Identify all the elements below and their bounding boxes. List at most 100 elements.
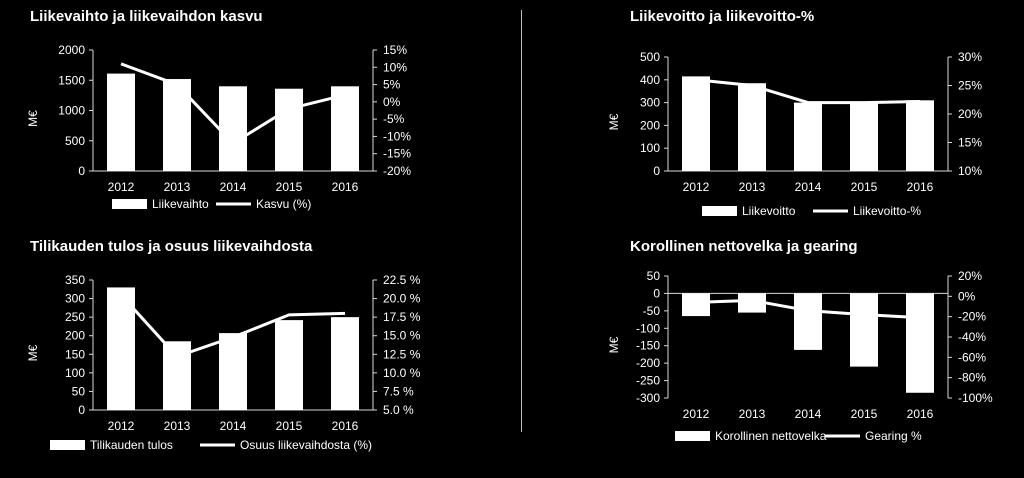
y2-tick-label: 17.5 %	[383, 310, 421, 324]
y2-tick-label: 15%	[383, 43, 407, 57]
series-line	[695, 78, 921, 105]
x-tick-label: 2016	[907, 407, 934, 421]
bar	[275, 88, 303, 171]
y-tick-label: 500	[640, 50, 660, 64]
x-tick-label: 2013	[164, 419, 191, 433]
y-tick-label: 50	[72, 384, 86, 398]
chart-panel-net-debt: Korollinen nettovelka ja gearing -300 -25…	[607, 238, 1020, 463]
bar	[682, 76, 710, 171]
chart-panel-net-result: Tilikauden tulos ja osuus liikevaihdosta…	[26, 238, 470, 463]
x-tick-label: 2015	[276, 180, 303, 194]
bar	[331, 86, 359, 171]
bar	[219, 333, 247, 410]
bar	[738, 83, 766, 171]
y2-tick-label: -20%	[383, 164, 411, 178]
legend-bar-swatch	[675, 431, 710, 441]
y-tick-label: 200	[65, 329, 85, 343]
series-line	[119, 293, 346, 359]
y2-tick-label: 22.5 %	[383, 273, 421, 287]
x-tick-label: 2016	[907, 180, 934, 194]
x-tick-label: 2013	[739, 407, 766, 421]
chart-title: Liikevoitto ja liikevoitto-%	[630, 8, 815, 25]
y-axis-label: M€	[26, 344, 40, 361]
x-tick-label: 2014	[220, 180, 247, 194]
y-axis-label: M€	[607, 336, 621, 353]
y-tick-label: 2000	[58, 43, 85, 57]
y-tick-label: 200	[640, 118, 660, 132]
y2-tick-label: 15%	[958, 136, 982, 150]
bar	[682, 293, 710, 317]
panel-divider	[521, 10, 522, 432]
bar	[107, 287, 135, 410]
y2-tick-label: 7.5 %	[383, 384, 414, 398]
chart-revenue: 0 500 1000 1500 2000 -20% -15% -10% -5% 0% 5% 10% 15…	[26, 43, 411, 211]
y2-tick-label: 10%	[958, 164, 982, 178]
x-tick-label: 2013	[164, 180, 191, 194]
y-tick-label: 100	[65, 366, 85, 380]
bar	[275, 320, 303, 410]
bar	[331, 317, 359, 410]
bar	[794, 293, 822, 350]
y2-tick-label: 5.0 %	[383, 403, 414, 417]
x-tick-label: 2013	[739, 180, 766, 194]
y-tick-label: 400	[640, 73, 660, 87]
y2-tick-label: -5%	[383, 112, 405, 126]
y-tick-label: 500	[65, 134, 85, 148]
y2-tick-label: 0%	[958, 289, 976, 303]
y-tick-label: 300	[65, 292, 85, 306]
y-tick-label: -250	[636, 374, 660, 388]
y2-tick-label: 12.5 %	[383, 347, 421, 361]
y-tick-label: -100	[636, 321, 660, 335]
chart-net-debt: -300 -250 -200 -150 -100 -50 0 50 -100% -80% -60% -…	[607, 269, 993, 443]
chart-net-result: 0 50 100 150 200 250 300 350 5.0 % 7.5 % 10.0 % 12.…	[26, 273, 421, 452]
x-tick-label: 2012	[108, 180, 135, 194]
chart-title: Liikevaihto ja liikevaihdon kasvu	[30, 8, 263, 25]
x-tick-label: 2014	[795, 180, 822, 194]
chart-panel-revenue: Liikevaihto ja liikevaihdon kasvu 0 500 10…	[26, 8, 470, 223]
bar	[794, 102, 822, 171]
x-tick-label: 2012	[683, 180, 710, 194]
legend-label: Liikevoitto-%	[853, 204, 921, 218]
y2-tick-label: -100%	[958, 391, 993, 405]
y-tick-label: 350	[65, 273, 85, 287]
legend-label: Osuus liikevaihdosta (%)	[240, 438, 372, 452]
y2-tick-label: -40%	[958, 330, 986, 344]
x-tick-label: 2014	[795, 407, 822, 421]
y-tick-label: 1500	[58, 73, 85, 87]
legend-label: Tilikauden tulos	[90, 438, 173, 452]
y-tick-label: 1000	[58, 104, 85, 118]
y2-tick-label: 20.0 %	[383, 292, 421, 306]
chart-title: Tilikauden tulos ja osuus liikevaihdosta	[30, 238, 313, 255]
x-tick-label: 2012	[108, 419, 135, 433]
y-tick-label: -300	[636, 391, 660, 405]
y-tick-label: 300	[640, 96, 660, 110]
chart-title: Korollinen nettovelka ja gearing	[630, 238, 858, 255]
y2-tick-label: -20%	[958, 310, 986, 324]
legend-bar-swatch	[702, 206, 737, 216]
bar	[906, 100, 934, 171]
series-line	[120, 62, 346, 145]
y-tick-label: 0	[78, 403, 85, 417]
y-tick-label: -150	[636, 339, 660, 353]
y-tick-label: 0	[78, 164, 85, 178]
y-tick-label: 0	[653, 286, 660, 300]
y-tick-label: 50	[647, 269, 661, 283]
legend-label: Kasvu (%)	[256, 197, 311, 211]
y2-tick-label: -15%	[383, 147, 411, 161]
y2-tick-label: 20%	[958, 269, 982, 283]
y2-tick-label: -10%	[383, 129, 411, 143]
x-tick-label: 2014	[220, 419, 247, 433]
y2-tick-label: 0%	[383, 95, 401, 109]
y2-tick-label: 20%	[958, 107, 982, 121]
x-tick-label: 2012	[683, 407, 710, 421]
y-axis-label: M€	[26, 110, 40, 127]
y2-tick-label: 25%	[958, 79, 982, 93]
y2-tick-label: -80%	[958, 371, 986, 385]
legend-bar-swatch	[50, 440, 85, 450]
x-tick-label: 2016	[332, 419, 359, 433]
bar	[850, 102, 878, 171]
bar	[219, 86, 247, 171]
chart-operating-profit: 0 100 200 300 400 500 10% 15% 20% 25% 30% M€ 2012 201…	[607, 50, 982, 218]
y2-tick-label: 30%	[958, 50, 982, 64]
series-line	[695, 298, 921, 320]
